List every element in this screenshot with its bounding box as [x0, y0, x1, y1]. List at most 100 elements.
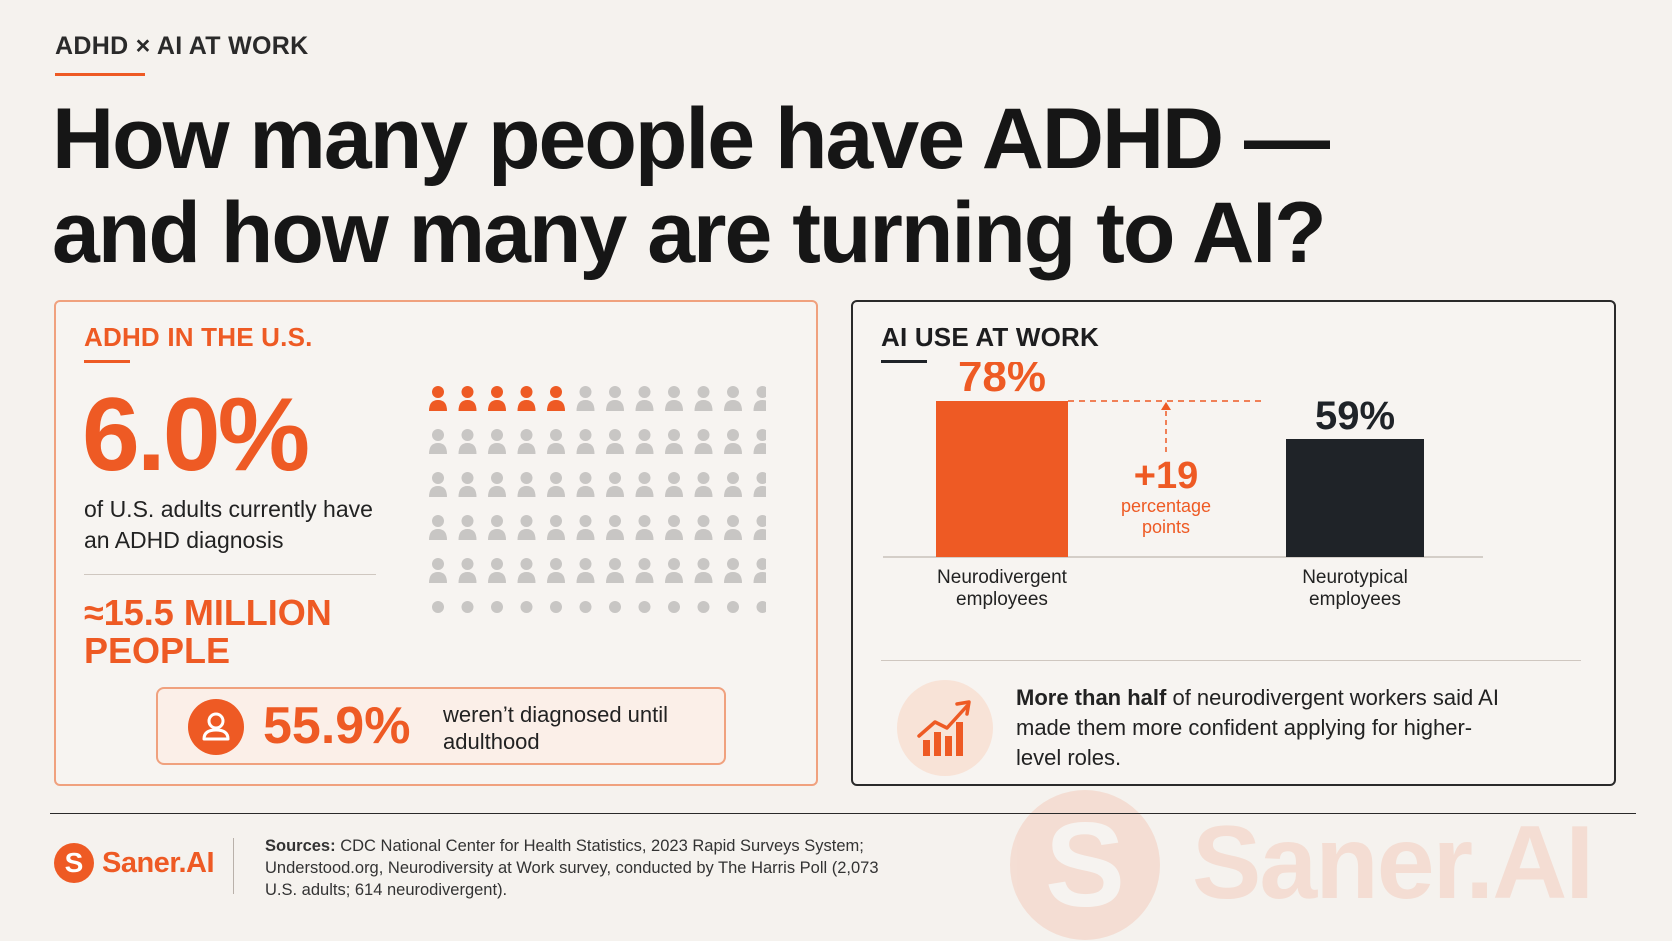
bar-neurotypical — [1286, 439, 1424, 557]
person-icon — [458, 472, 477, 497]
person-icon — [429, 515, 447, 540]
person-icon — [576, 429, 595, 454]
person-icon — [517, 429, 536, 454]
person-icon — [576, 558, 595, 583]
ai-use-section-underline — [881, 360, 927, 363]
person-icon — [665, 472, 683, 497]
person-icon — [609, 601, 621, 613]
person-icon — [517, 558, 536, 583]
person-icon — [547, 558, 565, 583]
person-icon — [606, 558, 624, 583]
person-icon — [491, 601, 503, 613]
adhd-section-underline — [84, 360, 130, 363]
watermark-logo-icon: S — [1010, 790, 1160, 940]
title-line-2: and how many are turning to AI? — [52, 185, 1327, 281]
difference-value: +19 — [1134, 455, 1198, 497]
person-icon — [429, 472, 447, 497]
title-line-1: How many people have ADHD — — [52, 91, 1330, 187]
arrow-up-icon — [1161, 402, 1171, 410]
person-icon — [668, 601, 680, 613]
category-label: Neurodivergent employees — [937, 567, 1068, 610]
person-icon — [547, 429, 565, 454]
person-icon — [547, 472, 565, 497]
sources-text: CDC National Center for Health Statistic… — [265, 837, 879, 899]
person-icon — [461, 601, 474, 613]
person-icon — [665, 386, 683, 411]
insight-rest: of neurodivergent workers said AI made t… — [1016, 685, 1499, 770]
person-icon — [606, 515, 624, 540]
person-icon — [517, 515, 536, 540]
saner-logo-icon: S — [54, 843, 94, 883]
person-icon — [665, 515, 683, 540]
kicker: ADHD × AI AT WORK — [55, 32, 309, 60]
person-icon — [724, 515, 742, 540]
person-icon — [665, 429, 683, 454]
category-label: Neurotypical employees — [1302, 567, 1408, 610]
person-icon — [488, 386, 506, 411]
person-icon — [458, 515, 477, 540]
adult-diagnosis-stat: 55.9% — [263, 697, 411, 755]
person-icon — [429, 429, 447, 454]
person-icon — [753, 386, 766, 411]
footer-divider — [233, 838, 234, 894]
person-icon — [635, 472, 654, 497]
person-icon — [694, 429, 713, 454]
person-icon — [576, 386, 595, 411]
person-icon — [458, 429, 477, 454]
saner-logo[interactable]: S Saner.AI — [54, 843, 215, 883]
adhd-population-stat: ≈15.5 MILLION PEOPLE — [84, 592, 332, 671]
ai-use-section-label: AI USE AT WORK — [881, 322, 1100, 352]
person-icon — [517, 472, 536, 497]
person-icon — [517, 386, 536, 411]
person-icon — [188, 699, 244, 755]
person-icon — [635, 429, 654, 454]
saner-logo-text: Saner.AI — [102, 846, 215, 879]
person-icon — [753, 429, 766, 454]
person-icon — [458, 558, 477, 583]
person-icon — [488, 429, 506, 454]
person-icon — [520, 601, 533, 613]
person-icon — [694, 515, 713, 540]
person-icon — [488, 515, 506, 540]
person-icon — [488, 472, 506, 497]
page-title: How many people have ADHD — and how many… — [52, 92, 1552, 280]
person-icon — [694, 386, 713, 411]
person-icon — [756, 601, 766, 613]
sources-label: Sources: — [265, 837, 336, 855]
kicker-underline — [55, 73, 145, 76]
person-icon — [638, 601, 651, 613]
person-icon — [724, 558, 742, 583]
confidence-insight: More than half of neurodivergent workers… — [1016, 683, 1516, 773]
person-icon — [606, 472, 624, 497]
person-icon — [547, 515, 565, 540]
person-icon — [488, 558, 506, 583]
person-icon — [635, 386, 654, 411]
person-icon — [753, 558, 766, 583]
person-icon — [635, 558, 654, 583]
adhd-prevalence-description: of U.S. adults currently have an ADHD di… — [84, 496, 373, 553]
person-icon — [579, 601, 592, 613]
person-icon — [576, 515, 595, 540]
growth-chart-icon — [897, 680, 993, 776]
footer-rule — [50, 813, 1636, 814]
stat-divider — [84, 574, 376, 575]
people-icon-grid — [429, 386, 766, 613]
bar-value-label: 59% — [1315, 394, 1395, 438]
person-icon — [606, 429, 624, 454]
watermark-text: Saner.AI — [1192, 805, 1594, 921]
person-icon — [724, 386, 742, 411]
person-icon — [635, 515, 654, 540]
adhd-us-panel: ADHD IN THE U.S. 6.0% of U.S. adults cur… — [54, 300, 818, 786]
person-icon — [576, 472, 595, 497]
bar-value-label: 78% — [958, 362, 1046, 401]
ai-use-bar-chart: 78% Neurodivergent employees 59% Neurotypica… — [883, 362, 1483, 610]
person-icon — [432, 601, 444, 613]
person-icon — [694, 472, 713, 497]
chart-divider — [881, 660, 1581, 661]
person-icon — [724, 429, 742, 454]
adhd-prevalence-stat: 6.0% — [82, 377, 310, 493]
person-icon — [753, 515, 766, 540]
person-icon — [724, 472, 742, 497]
adult-diagnosis-callout: 55.9% weren’t diagnosed until adulthood — [156, 687, 726, 765]
person-icon — [429, 558, 447, 583]
